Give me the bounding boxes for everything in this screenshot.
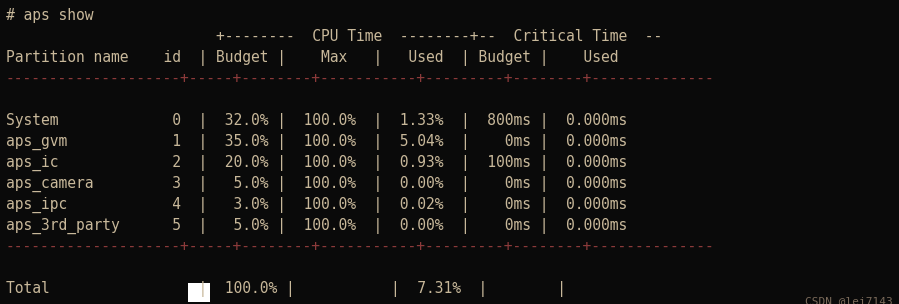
Text: System             0  |  32.0% |  100.0%  |  1.33%  |  800ms |  0.000ms: System 0 | 32.0% | 100.0% | 1.33% | 800m… [6,113,628,129]
Text: +--------  CPU Time  --------+--  Critical Time  --: +-------- CPU Time --------+-- Critical … [6,29,663,44]
Text: # aps show: # aps show [6,8,93,23]
Text: aps_3rd_party      5  |   5.0% |  100.0%  |  0.00%  |    0ms |  0.000ms: aps_3rd_party 5 | 5.0% | 100.0% | 0.00% … [6,218,628,234]
Text: Total                 |  100.0% |           |  7.31%  |        |: Total | 100.0% | | 7.31% | | [6,281,566,297]
Bar [188,283,210,302]
Text: aps_camera         3  |   5.0% |  100.0%  |  0.00%  |    0ms |  0.000ms: aps_camera 3 | 5.0% | 100.0% | 0.00% | 0… [6,176,628,192]
Text: aps_ic             2  |  20.0% |  100.0%  |  0.93%  |  100ms |  0.000ms: aps_ic 2 | 20.0% | 100.0% | 0.93% | 100m… [6,155,628,171]
Text: --------------------+-----+--------+-----------+---------+--------+-------------: --------------------+-----+--------+----… [6,71,715,86]
Text: aps_ipc            4  |   3.0% |  100.0%  |  0.02%  |    0ms |  0.000ms: aps_ipc 4 | 3.0% | 100.0% | 0.02% | 0ms … [6,197,628,213]
Text: aps_gvm            1  |  35.0% |  100.0%  |  5.04%  |    0ms |  0.000ms: aps_gvm 1 | 35.0% | 100.0% | 5.04% | 0ms… [6,134,628,150]
Text: --------------------+-----+--------+-----------+---------+--------+-------------: --------------------+-----+--------+----… [6,239,715,254]
Text: Partition name    id  | Budget |    Max   |   Used  | Budget |    Used: Partition name id | Budget | Max | Used … [6,50,619,66]
Text: CSDN @lei7143: CSDN @lei7143 [806,296,893,304]
